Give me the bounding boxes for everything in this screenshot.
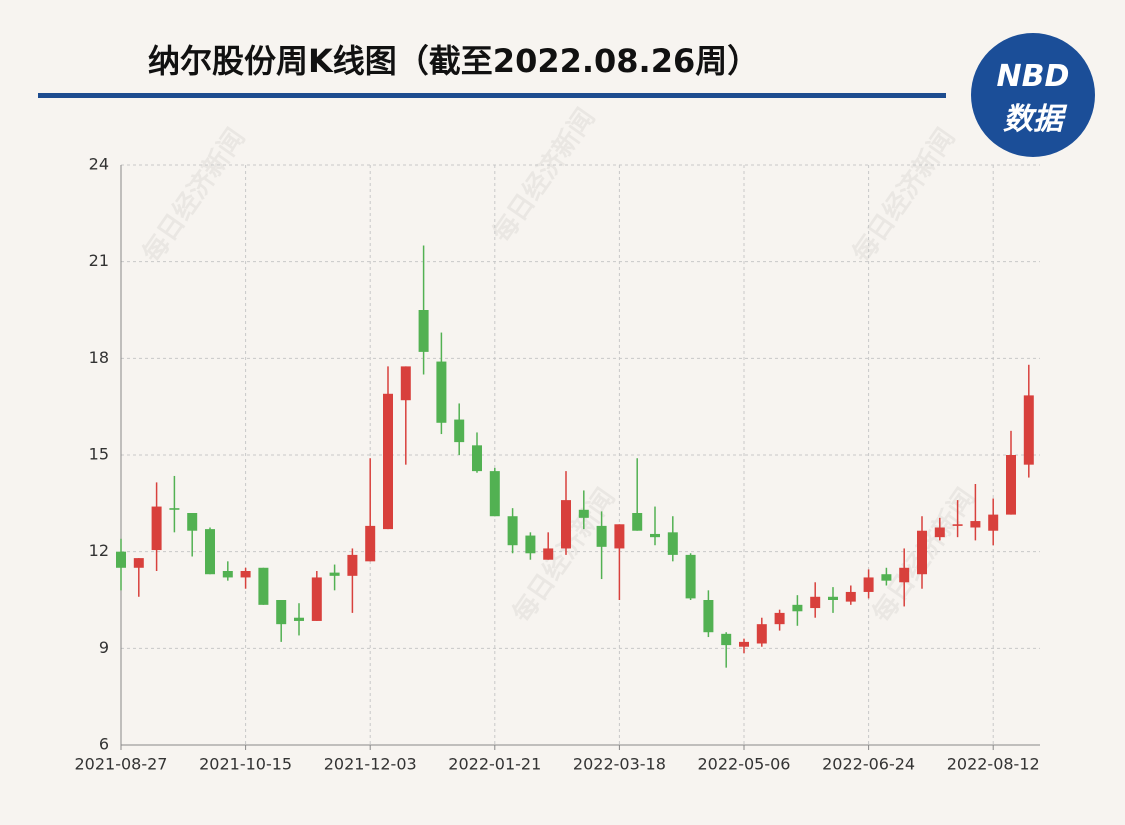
- candle-body: [881, 574, 892, 581]
- y-tick-label: 24: [89, 155, 109, 174]
- candle-body: [685, 554, 696, 599]
- candle-body: [258, 567, 269, 605]
- candle-body: [507, 516, 518, 546]
- watermark: 每日经济新闻: [846, 123, 961, 269]
- candle-body: [329, 572, 340, 576]
- candle-body: [436, 361, 447, 423]
- candle-body: [934, 527, 945, 538]
- x-tick-label: 2022-08-12: [947, 755, 1040, 774]
- watermark: 每日经济新闻: [486, 103, 601, 249]
- candle-body: [952, 524, 963, 526]
- x-tick-label: 2022-06-24: [822, 755, 915, 774]
- candle-body: [169, 508, 180, 510]
- candle-body: [756, 624, 767, 644]
- candle-body: [347, 554, 358, 576]
- candle-body: [418, 310, 429, 352]
- y-tick-label: 6: [99, 735, 109, 754]
- title: 纳尔股份周K线图（截至2022.08.26周）: [148, 42, 760, 80]
- candle-body: [561, 500, 571, 549]
- y-tick-label: 9: [99, 638, 109, 657]
- candle-body: [276, 600, 287, 625]
- candle-body: [632, 513, 643, 531]
- candle-body: [578, 509, 589, 518]
- candle-body: [543, 548, 554, 560]
- y-tick-label: 21: [89, 251, 109, 270]
- candle-body: [721, 633, 732, 646]
- y-tick-label: 18: [89, 348, 109, 367]
- candle-body: [205, 529, 215, 575]
- candle-body: [1023, 395, 1034, 465]
- candle-body: [1006, 455, 1016, 515]
- candle-body: [365, 525, 376, 562]
- candle-body: [917, 530, 927, 575]
- candle-body: [240, 571, 251, 578]
- candle-body: [383, 393, 393, 530]
- candle-body: [222, 571, 233, 578]
- candle-body: [454, 419, 465, 443]
- candle-body: [187, 513, 198, 531]
- candle-body: [650, 533, 660, 538]
- candle-body: [116, 551, 126, 568]
- x-tick-label: 2021-12-03: [324, 755, 417, 774]
- candle-body: [133, 558, 144, 568]
- candle-body: [792, 604, 803, 612]
- candle-body: [489, 471, 500, 517]
- x-tick-label: 2022-03-18: [573, 755, 666, 774]
- candle-body: [525, 535, 536, 554]
- candle-body: [472, 445, 482, 472]
- candle-body: [739, 641, 749, 647]
- candle-body: [988, 514, 999, 531]
- title-rule: [38, 93, 946, 98]
- logo: NBD 数据: [971, 33, 1095, 157]
- candle-body: [400, 366, 411, 401]
- candle-body: [596, 525, 607, 547]
- x-tick-label: 2021-10-15: [199, 755, 292, 774]
- candle-body: [311, 577, 322, 621]
- x-tick-label: 2022-01-21: [448, 755, 541, 774]
- candle-body: [774, 612, 785, 625]
- candle-body: [294, 617, 304, 621]
- candle-body: [828, 596, 838, 600]
- y-tick-label: 15: [89, 445, 109, 464]
- y-tick-label: 12: [89, 541, 109, 560]
- candle-body: [970, 521, 981, 528]
- candle-body: [863, 577, 874, 592]
- candle-body: [845, 591, 856, 602]
- candle-body: [614, 524, 625, 549]
- x-tick-label: 2022-05-06: [698, 755, 791, 774]
- candle-body: [810, 596, 821, 609]
- candle-body: [703, 600, 714, 633]
- watermark: 每日经济新闻: [136, 123, 251, 269]
- logo-top: NBD: [996, 59, 1070, 94]
- candle-body: [151, 506, 162, 551]
- candle-body: [899, 567, 910, 583]
- x-tick-label: 2021-08-27: [75, 755, 168, 774]
- candle-body: [667, 532, 678, 555]
- logo-bottom: 数据: [1003, 102, 1063, 137]
